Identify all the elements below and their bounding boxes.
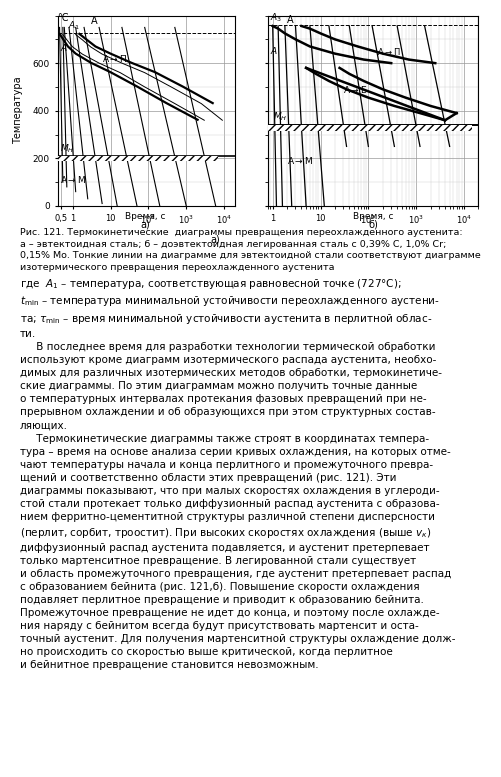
Text: A$\rightarrow$M: A$\rightarrow$M	[60, 174, 86, 185]
Text: Время, с: Время, с	[353, 212, 393, 221]
Text: A$\rightarrow$Б: A$\rightarrow$Б	[343, 84, 368, 95]
Text: $A_1$: $A_1$	[68, 20, 80, 33]
Text: б): б)	[368, 219, 378, 229]
Text: A: A	[91, 16, 97, 26]
Text: $A_3$: $A_3$	[271, 12, 283, 24]
Text: где  $A_1$ – температура, соответствующая равновесной точке (727°С);
$t_{\mathrm: где $A_1$ – температура, соответствующая…	[20, 277, 455, 670]
Text: A: A	[60, 44, 67, 54]
Text: Время, с: Время, с	[125, 212, 165, 221]
Text: °С: °С	[58, 13, 69, 23]
Text: A$\rightarrow$М: A$\rightarrow$М	[287, 155, 313, 166]
Text: $M_H$: $M_H$	[60, 142, 74, 155]
Text: A$\rightarrow$П: A$\rightarrow$П	[377, 46, 400, 57]
Text: Температура: Температура	[13, 76, 23, 145]
Text: A: A	[271, 47, 277, 56]
Text: A: A	[287, 15, 294, 25]
Text: $M_H$: $M_H$	[273, 110, 287, 123]
Text: а): а)	[210, 235, 220, 245]
Polygon shape	[268, 125, 472, 131]
Text: Рис. 121. Термокинетические  диаграммы превращения переохлажденного аустенита:
а: Рис. 121. Термокинетические диаграммы пр…	[20, 228, 481, 272]
Text: A$\rightarrow$П: A$\rightarrow$П	[102, 53, 127, 64]
Text: а): а)	[140, 219, 150, 229]
Polygon shape	[58, 156, 218, 161]
